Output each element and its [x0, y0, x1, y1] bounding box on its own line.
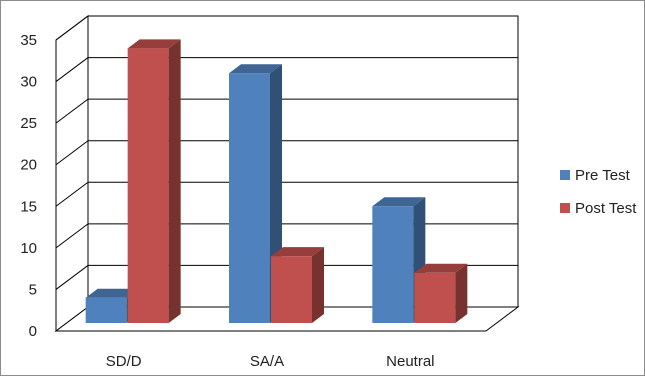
gridline-side	[55, 98, 89, 124]
y-tick-label: 10	[20, 240, 37, 257]
y-axis-ticks: 0 5 10 15 20 25 30 35	[20, 32, 37, 340]
bar-top	[414, 263, 468, 273]
x-category-label: SD/D	[106, 353, 142, 370]
gridline-side	[55, 57, 89, 82]
gridline-side	[55, 140, 89, 166]
bar	[271, 247, 324, 323]
legend-label: Post Test	[575, 200, 637, 217]
gridline-side	[55, 265, 89, 290]
bar-top	[85, 288, 139, 298]
bar-side	[168, 39, 181, 324]
x-category-label: SA/A	[250, 353, 284, 370]
bar-side	[455, 263, 468, 323]
legend: Pre Test Post Test	[560, 167, 637, 217]
side-wall	[55, 15, 89, 332]
gridline-side	[55, 223, 89, 249]
bar-side	[312, 247, 324, 323]
legend-label: Pre Test	[575, 167, 631, 184]
y-tick-label: 35	[20, 32, 37, 49]
y-tick-label: 0	[29, 323, 37, 340]
bar-front	[85, 297, 127, 323]
bar-front	[372, 206, 414, 323]
bar-front	[229, 73, 270, 323]
bar-top	[372, 197, 426, 207]
bar	[414, 263, 468, 323]
y-tick-label: 25	[20, 115, 37, 132]
bar-top	[271, 247, 324, 257]
x-axis-categories: SD/D SA/A Neutral	[106, 353, 435, 370]
bars	[85, 39, 468, 324]
y-tick-label: 20	[20, 157, 37, 174]
bar	[127, 39, 181, 324]
bar-front	[271, 256, 312, 323]
gridline-side	[55, 181, 89, 207]
bar-top	[127, 39, 181, 49]
y-tick-label: 15	[20, 198, 37, 215]
bar-front	[127, 48, 169, 324]
y-tick-label: 30	[20, 74, 37, 91]
bar-top	[229, 64, 282, 74]
x-category-label: Neutral	[386, 353, 434, 370]
y-tick-label: 5	[29, 281, 37, 298]
legend-swatch	[560, 203, 570, 213]
bar-front	[414, 272, 456, 323]
gridline-side	[55, 15, 89, 41]
legend-swatch	[560, 170, 570, 180]
